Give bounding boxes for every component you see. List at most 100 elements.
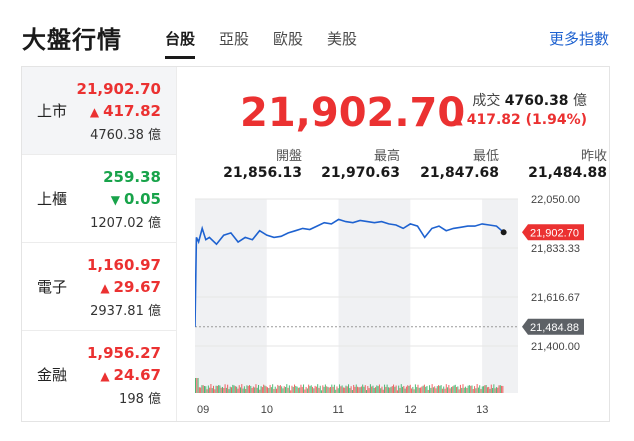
volume-bar xyxy=(376,385,378,393)
volume-bar xyxy=(245,388,247,393)
more-indices-link[interactable]: 更多指數 xyxy=(548,30,609,48)
volume-bar xyxy=(326,386,328,393)
volume-bar xyxy=(225,387,227,393)
volume-bar xyxy=(475,388,477,393)
volume-bar xyxy=(373,388,375,393)
volume-value: 4760.38 xyxy=(504,93,569,109)
tab-us[interactable]: 美股 xyxy=(327,30,358,48)
volume-bar xyxy=(450,386,452,393)
volume-bar xyxy=(444,388,446,393)
triangle-up-icon: ▲ xyxy=(100,369,110,383)
volume-bar xyxy=(340,386,342,393)
volume-bar xyxy=(240,387,242,393)
volume-bar xyxy=(200,387,202,393)
volume-bar xyxy=(378,384,380,393)
volume-bar xyxy=(242,388,244,393)
volume-bar xyxy=(310,385,312,393)
volume-bar xyxy=(434,386,436,393)
y-tick-label: 21,833.33 xyxy=(531,243,580,255)
volume-bar xyxy=(479,385,481,393)
volume-bar xyxy=(470,385,472,393)
volume-bar xyxy=(359,387,361,393)
volume-bar xyxy=(236,386,238,393)
volume-bar xyxy=(362,384,364,393)
index-volume: 1207.02 億 xyxy=(90,216,161,231)
volume-bar xyxy=(456,387,458,393)
volume-bar xyxy=(210,384,212,393)
volume-bar xyxy=(377,386,379,393)
volume-bar xyxy=(459,384,461,393)
volume-bar xyxy=(300,384,302,393)
volume-bar xyxy=(499,385,501,393)
index-item-otc[interactable]: 上櫃 259.38 ▼ 0.05 1207.02 億 xyxy=(22,155,176,243)
volume-bar xyxy=(220,387,222,393)
volume-bar xyxy=(201,385,203,393)
volume-bar xyxy=(250,385,252,393)
volume-bar xyxy=(409,384,411,393)
index-price: 259.38 xyxy=(103,168,161,186)
volume-bar xyxy=(281,386,283,393)
volume-bar xyxy=(408,385,410,393)
tab-europe[interactable]: 歐股 xyxy=(273,30,304,48)
volume-bar xyxy=(404,388,406,393)
volume-bar xyxy=(465,386,467,393)
volume-bar xyxy=(238,385,240,393)
volume-bar xyxy=(251,388,253,393)
volume-bar xyxy=(402,386,404,393)
volume-bar xyxy=(457,386,459,393)
volume-bar xyxy=(260,386,262,393)
volume-bar xyxy=(276,388,278,393)
index-item-electronics[interactable]: 電子 1,160.97 ▲ 29.67 2937.81 億 xyxy=(22,243,176,331)
triangle-down-icon: ▼ xyxy=(110,193,120,207)
current-index-price: 21,902.70 xyxy=(240,90,466,136)
volume-bar xyxy=(303,384,305,393)
volume-bar xyxy=(265,386,267,393)
volume-unit: 億 xyxy=(573,93,587,109)
volume-bar xyxy=(232,384,234,393)
volume-bar xyxy=(355,384,357,393)
stat-value: 21,970.63 xyxy=(321,165,400,181)
y-tick-label: 21,616.67 xyxy=(531,292,580,304)
volume-bar xyxy=(412,386,414,393)
volume-bar xyxy=(218,385,220,393)
index-item-listed[interactable]: 上市 21,902.70 ▲ 417.82 4760.38 億 xyxy=(22,67,176,155)
intraday-chart[interactable]: 22,050.00 21,833.33 21,616.67 21,400.00 09 10… xyxy=(195,194,595,420)
index-price: 1,160.97 xyxy=(86,256,161,274)
volume-bar xyxy=(216,385,218,393)
volume-bar xyxy=(313,388,315,393)
volume-bar xyxy=(304,389,306,393)
current-price-tag xyxy=(522,224,584,241)
volume-bar xyxy=(252,386,254,393)
volume-bar xyxy=(295,385,297,393)
volume-bar xyxy=(294,384,296,393)
volume-bar xyxy=(296,386,298,393)
tab-tw[interactable]: 台股 xyxy=(165,28,196,59)
change-line: ▲ 417.82 (1.94%) xyxy=(454,112,588,128)
volume-bar xyxy=(467,385,469,393)
volume-bar xyxy=(345,385,347,393)
volume-bar xyxy=(234,386,236,393)
volume-bar xyxy=(213,385,215,393)
volume-bar xyxy=(223,387,225,393)
volume-bar xyxy=(312,386,314,393)
volume-bar xyxy=(476,384,478,393)
index-name: 電子 xyxy=(37,278,68,296)
volume-bar xyxy=(438,385,440,393)
volume-bar xyxy=(309,386,311,393)
triangle-up-icon: ▲ xyxy=(100,281,110,295)
volume-bar xyxy=(495,387,497,393)
hour-band xyxy=(195,199,267,393)
volume-bar xyxy=(488,386,490,393)
index-change-value: 417.82 xyxy=(103,102,161,120)
volume-bar xyxy=(452,386,454,393)
volume-bar xyxy=(445,384,447,393)
volume-bar xyxy=(363,386,365,393)
volume-bar xyxy=(468,385,470,393)
volume-bar xyxy=(395,385,397,393)
index-item-finance[interactable]: 金融 1,956.27 ▲ 24.67 198 億 xyxy=(22,331,176,421)
volume-bar xyxy=(195,378,196,393)
volume-bar xyxy=(425,386,427,393)
tab-asia[interactable]: 亞股 xyxy=(219,30,250,48)
volume-bar xyxy=(461,387,463,393)
index-name: 上櫃 xyxy=(37,190,68,208)
